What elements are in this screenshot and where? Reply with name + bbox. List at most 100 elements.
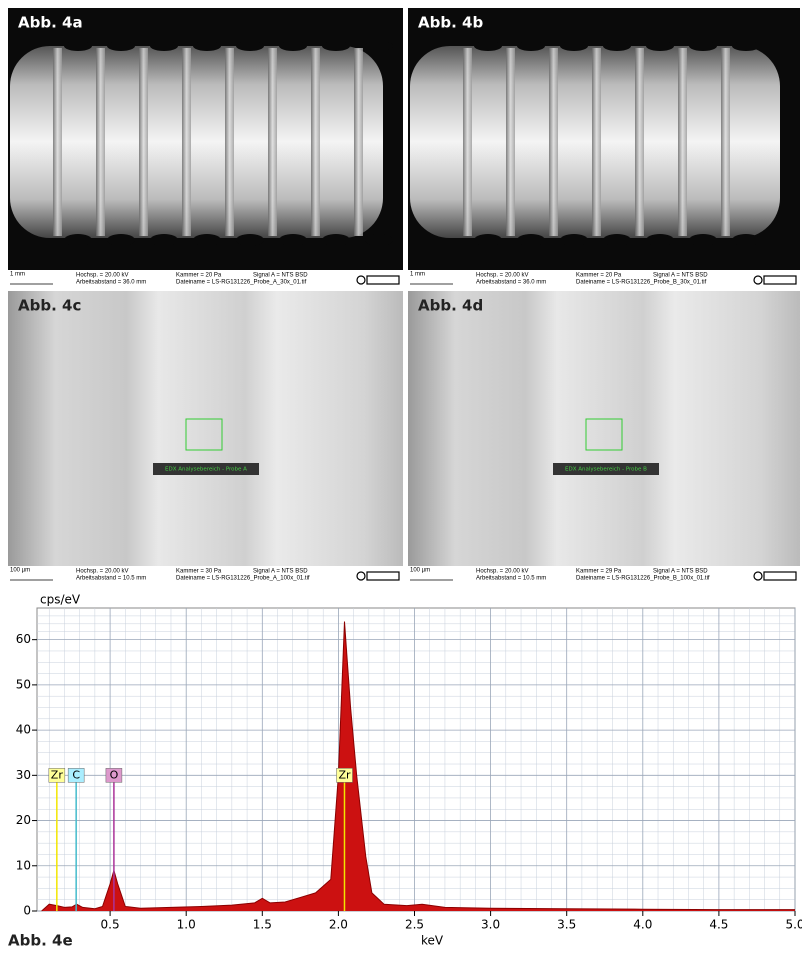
signal: Signal A = NTS BSD (253, 273, 308, 279)
y-tick-label: 50 (16, 677, 31, 691)
thread-notch (107, 234, 135, 246)
x-tick-label: 0.5 (101, 918, 120, 932)
thread (463, 48, 472, 236)
element-label: Zr (338, 768, 351, 781)
x-tick-label: 2.0 (329, 918, 348, 932)
x-tick-label: 2.5 (405, 918, 424, 932)
panel-label: Abb. 4c (18, 297, 81, 315)
info-strip (408, 270, 800, 289)
y-axis-label: cps/eV (40, 593, 81, 607)
sem-image (408, 291, 800, 566)
panel-label: Abb. 4b (418, 14, 483, 32)
spectrum-line (41, 621, 795, 912)
y-tick-label: 30 (16, 768, 31, 782)
thread-notch (646, 234, 674, 246)
thread-notch (279, 41, 307, 51)
x-tick-label: 1.5 (253, 918, 272, 932)
element-box (105, 768, 123, 783)
thread-notch (560, 234, 588, 246)
chamber: Kammer = 30 Pa (176, 569, 222, 575)
thread (268, 48, 277, 236)
element-box (67, 768, 85, 783)
y-tick-label: 10 (16, 858, 31, 872)
element-box (336, 768, 353, 783)
thread-notch (732, 41, 760, 51)
thread-notch (689, 41, 717, 51)
scale-bar: 1 mm (410, 272, 425, 278)
scale-bar: 100 µm (10, 568, 30, 574)
analysis-area (185, 418, 223, 451)
thread-notch (322, 234, 350, 246)
logo (753, 275, 763, 285)
analysis-label-box (553, 463, 659, 475)
thread (182, 48, 191, 236)
filename: Dateiname = LS-RG131226_Probe_A_100x_01.… (176, 576, 310, 582)
thread-notch (646, 41, 674, 51)
screw (10, 46, 383, 238)
plot-area (36, 607, 796, 912)
thread (53, 48, 62, 236)
signal: Signal A = NTS BSD (253, 569, 308, 575)
voltage: Hochsp. = 20.00 kV (476, 273, 529, 279)
voltage: Hochsp. = 20.00 kV (476, 569, 529, 575)
info-strip (8, 566, 403, 585)
thread-notch (560, 41, 588, 51)
y-tick-label: 0 (23, 904, 31, 918)
thread (678, 48, 687, 236)
logo (366, 571, 400, 581)
panel-label: Abb. 4a (18, 14, 83, 32)
thread-notch (365, 234, 393, 246)
y-tick-label: 60 (16, 632, 31, 646)
thread-notch (732, 234, 760, 246)
chamber: Kammer = 20 Pa (576, 273, 622, 279)
thread-notch (193, 234, 221, 246)
info-strip (8, 270, 403, 289)
logo (366, 275, 400, 285)
thread (96, 48, 105, 236)
thread-notch (64, 41, 92, 51)
analysis-label: EDX Analysebereich - Probe B (565, 467, 647, 473)
logo (356, 571, 366, 581)
distance: Arbeitsabstand = 10.5 mm (76, 576, 146, 582)
element-label: O (110, 768, 119, 781)
analysis-label-box (153, 463, 259, 475)
panel-label: Abb. 4e (8, 932, 73, 950)
thread (506, 48, 515, 236)
thread-notch (603, 234, 631, 246)
voltage: Hochsp. = 20.00 kV (76, 569, 129, 575)
filename: Dateiname = LS-RG131226_Probe_B_30x_01.t… (576, 280, 707, 286)
thread (635, 48, 644, 236)
panel-label: Abb. 4d (418, 297, 483, 315)
x-tick-label: 3.0 (481, 918, 500, 932)
x-tick-label: 4.5 (709, 918, 728, 932)
chamber: Kammer = 20 Pa (176, 273, 222, 279)
chamber: Kammer = 29 Pa (576, 569, 622, 575)
element-box (48, 768, 66, 783)
analysis-label: EDX Analysebereich - Probe A (165, 467, 247, 473)
thread-notch (365, 41, 393, 51)
thread-notch (322, 41, 350, 51)
thread (354, 48, 363, 236)
thread-notch (150, 41, 178, 51)
logo (763, 571, 797, 581)
thread (311, 48, 320, 236)
distance: Arbeitsabstand = 10.5 mm (476, 576, 546, 582)
thread (225, 48, 234, 236)
element-label: C (72, 768, 80, 781)
x-axis-label: keV (421, 934, 444, 948)
thread-notch (236, 234, 264, 246)
x-tick-label: 4.0 (633, 918, 652, 932)
logo (753, 571, 763, 581)
scale-bar: 1 mm (10, 272, 25, 278)
thread-notch (107, 41, 135, 51)
filename: Dateiname = LS-RG131226_Probe_B_100x_01.… (576, 576, 710, 582)
x-tick-label: 5.0 (785, 918, 802, 932)
thread-notch (603, 41, 631, 51)
x-tick-label: 1.0 (177, 918, 196, 932)
logo (763, 275, 797, 285)
y-tick-label: 40 (16, 723, 31, 737)
signal: Signal A = NTS BSD (653, 273, 708, 279)
thread-notch (193, 41, 221, 51)
filename: Dateiname = LS-RG131226_Probe_A_30x_01.t… (176, 280, 307, 286)
